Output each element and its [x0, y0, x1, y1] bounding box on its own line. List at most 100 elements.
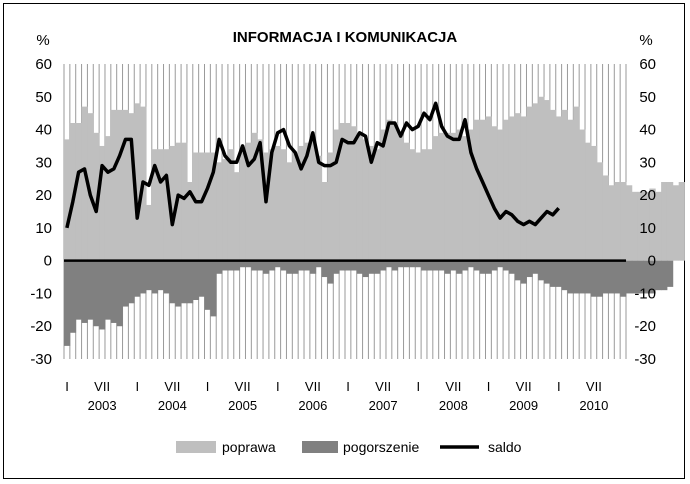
pogorszenie-bar	[368, 260, 375, 274]
pogorszenie-bar	[432, 260, 440, 271]
poprawa-bar	[345, 123, 352, 261]
poprawa-bar	[268, 149, 276, 261]
poprawa-bar	[631, 191, 639, 261]
poprawa-bar	[649, 188, 656, 261]
x-tick-label-month: I	[135, 379, 139, 394]
pogorszenie-bar	[526, 260, 533, 278]
pogorszenie-bar	[286, 260, 293, 274]
poprawa-bar	[438, 132, 445, 261]
poprawa-bar	[169, 145, 176, 261]
pogorszenie-bar	[508, 260, 516, 274]
pogorszenie-bar	[421, 260, 428, 271]
pogorszenie-bar	[585, 260, 592, 294]
pogorszenie-bar	[186, 260, 194, 304]
pogorszenie-bar	[415, 260, 422, 268]
poprawa-bar	[263, 152, 270, 261]
x-tick-label-month: I	[276, 379, 280, 394]
pogorszenie-bar	[532, 260, 539, 274]
pogorszenie-bar	[374, 260, 381, 274]
pogorszenie-bar	[81, 260, 88, 323]
pogorszenie-bar	[140, 260, 147, 294]
y-tick-label-left: 60	[35, 56, 52, 73]
poprawa-bar	[626, 185, 633, 261]
poprawa-bar	[620, 182, 627, 261]
pogorszenie-bar	[614, 260, 621, 294]
pogorszenie-bar	[544, 260, 551, 284]
poprawa-bar	[426, 149, 434, 261]
poprawa-bar	[292, 152, 299, 261]
poprawa-bar	[608, 185, 615, 261]
poprawa-bar	[110, 109, 118, 261]
pogorszenie-bar	[122, 260, 129, 307]
poprawa-bar	[304, 142, 311, 261]
poprawa-bar	[280, 149, 287, 261]
poprawa-bar	[87, 113, 94, 261]
pogorszenie-bar	[251, 260, 258, 271]
poprawa-bar	[362, 139, 369, 261]
y-tick-label-right: 10	[639, 220, 656, 237]
pogorszenie-bar	[397, 260, 404, 268]
poprawa-bar	[549, 109, 557, 261]
poprawa-bar	[497, 129, 504, 261]
pogorszenie-bar	[403, 260, 410, 268]
y-axis-unit-right: %	[639, 32, 652, 49]
poprawa-bar	[579, 129, 586, 261]
pogorszenie-bar	[292, 260, 299, 274]
y-tick-label-right: -20	[634, 318, 656, 335]
x-tick-label-year: 2009	[509, 398, 538, 413]
poprawa-bar	[309, 139, 317, 261]
poprawa-bar	[128, 113, 135, 261]
pogorszenie-bar	[169, 260, 176, 304]
poprawa-bar	[233, 172, 241, 261]
pogorszenie-bars	[64, 260, 674, 346]
poprawa-bar	[81, 106, 88, 261]
pogorszenie-bar	[245, 260, 252, 268]
poprawa-bar	[251, 132, 258, 261]
x-tick-label-year: 2005	[228, 398, 257, 413]
x-tick-label-month: I	[65, 379, 69, 394]
x-tick-label-year: 2010	[579, 398, 608, 413]
y-tick-label-left: 20	[35, 187, 52, 204]
poprawa-bar	[672, 185, 680, 261]
pogorszenie-bar	[99, 260, 106, 330]
legend-label-poprawa: poprawa	[222, 439, 276, 455]
pogorszenie-bar	[514, 260, 522, 281]
x-tick-label-year: 2003	[88, 398, 117, 413]
pogorszenie-bar	[549, 260, 557, 287]
pogorszenie-bar	[631, 260, 639, 294]
poprawa-bar	[104, 136, 112, 261]
poprawa-bar	[157, 149, 164, 261]
saldo-line	[65, 101, 561, 229]
poprawa-bar	[327, 152, 334, 261]
pogorszenie-bar	[579, 260, 586, 294]
pogorszenie-bar	[661, 260, 668, 291]
y-tick-label-right: 40	[639, 122, 656, 139]
poprawa-bar	[444, 132, 451, 261]
poprawa-bar	[75, 123, 82, 261]
poprawa-bar	[637, 191, 644, 261]
pogorszenie-bar	[216, 260, 223, 274]
pogorszenie-bar	[467, 260, 475, 268]
y-ticks-left: 60 50 40 30 20 10 0 -10 -20 -30	[30, 56, 52, 368]
pogorszenie-bar	[356, 260, 363, 274]
x-tick-label-month: VII	[94, 379, 110, 394]
x-tick-label-month: VII	[235, 379, 251, 394]
pogorszenie-bar	[620, 260, 627, 297]
legend-swatch-pogorszenie	[302, 441, 338, 453]
x-tick-label-month: VII	[305, 379, 321, 394]
poprawa-bar	[661, 182, 668, 261]
pogorszenie-bar	[280, 260, 287, 271]
pogorszenie-bar	[321, 260, 328, 278]
pogorszenie-bar	[192, 260, 200, 300]
poprawa-bar	[350, 126, 358, 261]
pogorszenie-bar	[327, 260, 334, 284]
pogorszenie-bar	[520, 260, 527, 284]
poprawa-bar	[596, 162, 603, 261]
poprawa-bar	[450, 132, 457, 261]
pogorszenie-bar	[204, 260, 211, 310]
pogorszenie-bar	[666, 260, 674, 287]
poprawa-bar	[573, 106, 580, 261]
poprawa-bar	[239, 152, 246, 261]
poprawa-bar	[181, 142, 188, 261]
pogorszenie-bar	[69, 260, 77, 333]
